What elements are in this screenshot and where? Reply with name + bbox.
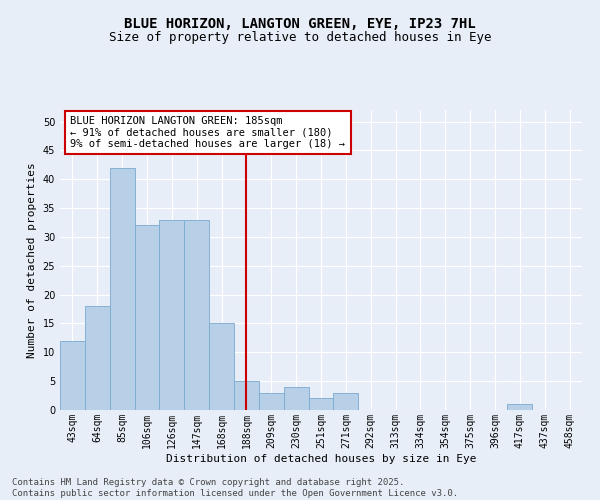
Y-axis label: Number of detached properties: Number of detached properties [27, 162, 37, 358]
Bar [60, 341, 85, 410]
Bar [160, 220, 184, 410]
Bar [110, 168, 134, 410]
X-axis label: Distribution of detached houses by size in Eye: Distribution of detached houses by size … [166, 454, 476, 464]
Text: BLUE HORIZON, LANGTON GREEN, EYE, IP23 7HL: BLUE HORIZON, LANGTON GREEN, EYE, IP23 7… [124, 18, 476, 32]
Bar [85, 306, 110, 410]
Bar [259, 392, 284, 410]
Bar [284, 387, 308, 410]
Bar [334, 392, 358, 410]
Bar [184, 220, 209, 410]
Bar [508, 404, 532, 410]
Text: Contains HM Land Registry data © Crown copyright and database right 2025.
Contai: Contains HM Land Registry data © Crown c… [12, 478, 458, 498]
Bar [134, 226, 160, 410]
Bar [308, 398, 334, 410]
Bar [234, 381, 259, 410]
Bar [209, 324, 234, 410]
Text: BLUE HORIZON LANGTON GREEN: 185sqm
← 91% of detached houses are smaller (180)
9%: BLUE HORIZON LANGTON GREEN: 185sqm ← 91%… [70, 116, 346, 149]
Text: Size of property relative to detached houses in Eye: Size of property relative to detached ho… [109, 31, 491, 44]
